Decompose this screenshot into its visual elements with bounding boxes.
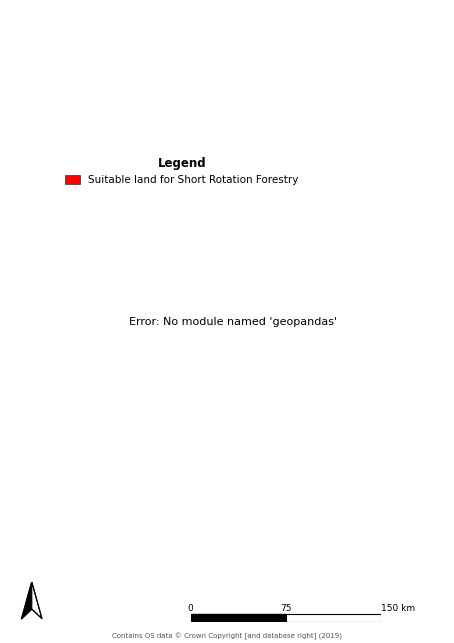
- Bar: [286, 613, 381, 622]
- Text: 150 km: 150 km: [381, 604, 415, 613]
- Text: Contains OS data © Crown Copyright [and database right] (2019): Contains OS data © Crown Copyright [and …: [112, 632, 342, 640]
- Polygon shape: [32, 582, 42, 619]
- Text: 75: 75: [280, 604, 292, 613]
- Legend: Suitable land for Short Rotation Forestry: Suitable land for Short Rotation Forestr…: [62, 154, 301, 188]
- Text: 0: 0: [188, 604, 193, 613]
- Polygon shape: [22, 582, 32, 619]
- Bar: [191, 613, 286, 622]
- Text: Error: No module named 'geopandas': Error: No module named 'geopandas': [128, 317, 337, 327]
